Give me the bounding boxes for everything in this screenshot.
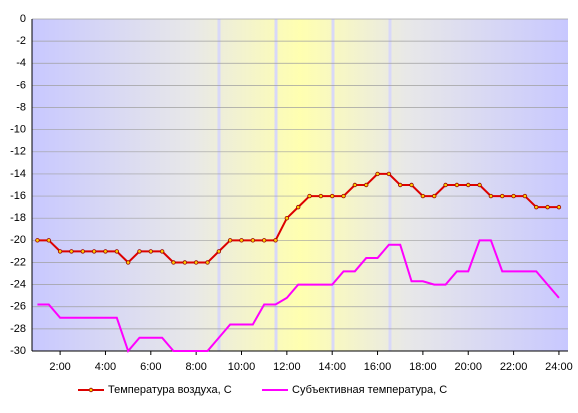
point <box>432 193 437 199</box>
point <box>216 249 222 254</box>
point <box>522 193 528 199</box>
x-tick-label: 10:00 <box>228 361 256 373</box>
y-tick-label: -8 <box>16 101 26 113</box>
point <box>352 182 358 188</box>
x-tick-label: 14:00 <box>318 361 346 373</box>
point <box>182 260 188 265</box>
x-tick-label: 12:00 <box>273 361 301 373</box>
x-tick-label: 16:00 <box>364 361 392 373</box>
point <box>137 249 142 254</box>
legend-label: Субъективная температура, C <box>292 384 447 396</box>
point <box>375 171 380 177</box>
point <box>477 182 482 188</box>
x-tick-label: 4:00 <box>95 361 116 373</box>
point <box>103 249 108 254</box>
point <box>556 204 562 210</box>
point <box>114 249 119 254</box>
x-tick-label: 24:00 <box>545 361 573 373</box>
point <box>261 238 267 243</box>
point <box>443 182 448 188</box>
y-tick-label: -16 <box>10 190 26 202</box>
point <box>35 238 40 243</box>
point <box>398 182 403 188</box>
x-tick-label: 20:00 <box>454 361 482 373</box>
point <box>171 260 176 265</box>
point <box>193 260 199 265</box>
x-tick-label: 22:00 <box>500 361 528 373</box>
point <box>454 182 460 188</box>
y-tick-label: -30 <box>10 345 26 357</box>
point <box>500 193 505 199</box>
point <box>307 193 312 199</box>
point <box>511 193 516 199</box>
x-tick-label: 8:00 <box>185 361 206 373</box>
point <box>420 193 426 199</box>
y-tick-label: -20 <box>10 234 26 246</box>
point <box>295 204 301 210</box>
point <box>364 182 369 188</box>
y-tick-label: -4 <box>16 57 26 69</box>
point <box>409 182 414 188</box>
band-lines <box>217 19 392 351</box>
point <box>386 171 392 177</box>
legend-label: Температура воздуха, C <box>108 384 232 396</box>
plot-area <box>32 19 568 351</box>
y-tick-label: -28 <box>10 323 26 335</box>
x-tick-label: 2:00 <box>49 361 70 373</box>
legend-marker <box>88 387 94 393</box>
point <box>57 249 63 254</box>
point <box>534 204 539 210</box>
point <box>273 238 278 243</box>
x-tick-label: 6:00 <box>140 361 161 373</box>
point <box>69 249 74 254</box>
y-tick-label: -6 <box>16 79 26 91</box>
y-tick-label: -2 <box>16 35 26 47</box>
series-line <box>37 239 560 353</box>
y-tick-label: -24 <box>10 279 26 291</box>
x-tick-label: 18:00 <box>409 361 437 373</box>
point <box>80 249 85 254</box>
y-tick-label: -22 <box>10 256 26 268</box>
point <box>284 215 290 221</box>
point <box>341 193 346 199</box>
point <box>148 249 154 254</box>
point <box>239 238 244 243</box>
y-tick-label: -26 <box>10 301 26 313</box>
point <box>329 193 335 199</box>
point <box>466 182 471 188</box>
point <box>227 238 233 243</box>
point <box>159 249 165 254</box>
point <box>205 260 210 265</box>
y-tick-label: -10 <box>10 124 26 136</box>
point <box>91 249 97 254</box>
point <box>125 260 131 265</box>
y-tick-label: -18 <box>10 212 26 224</box>
point <box>545 204 550 210</box>
y-tick-label: 0 <box>20 13 26 25</box>
point <box>488 193 494 199</box>
y-tick-label: -12 <box>10 146 26 158</box>
point <box>46 238 51 243</box>
point <box>250 238 256 243</box>
point <box>318 193 324 199</box>
y-tick-label: -14 <box>10 168 26 180</box>
